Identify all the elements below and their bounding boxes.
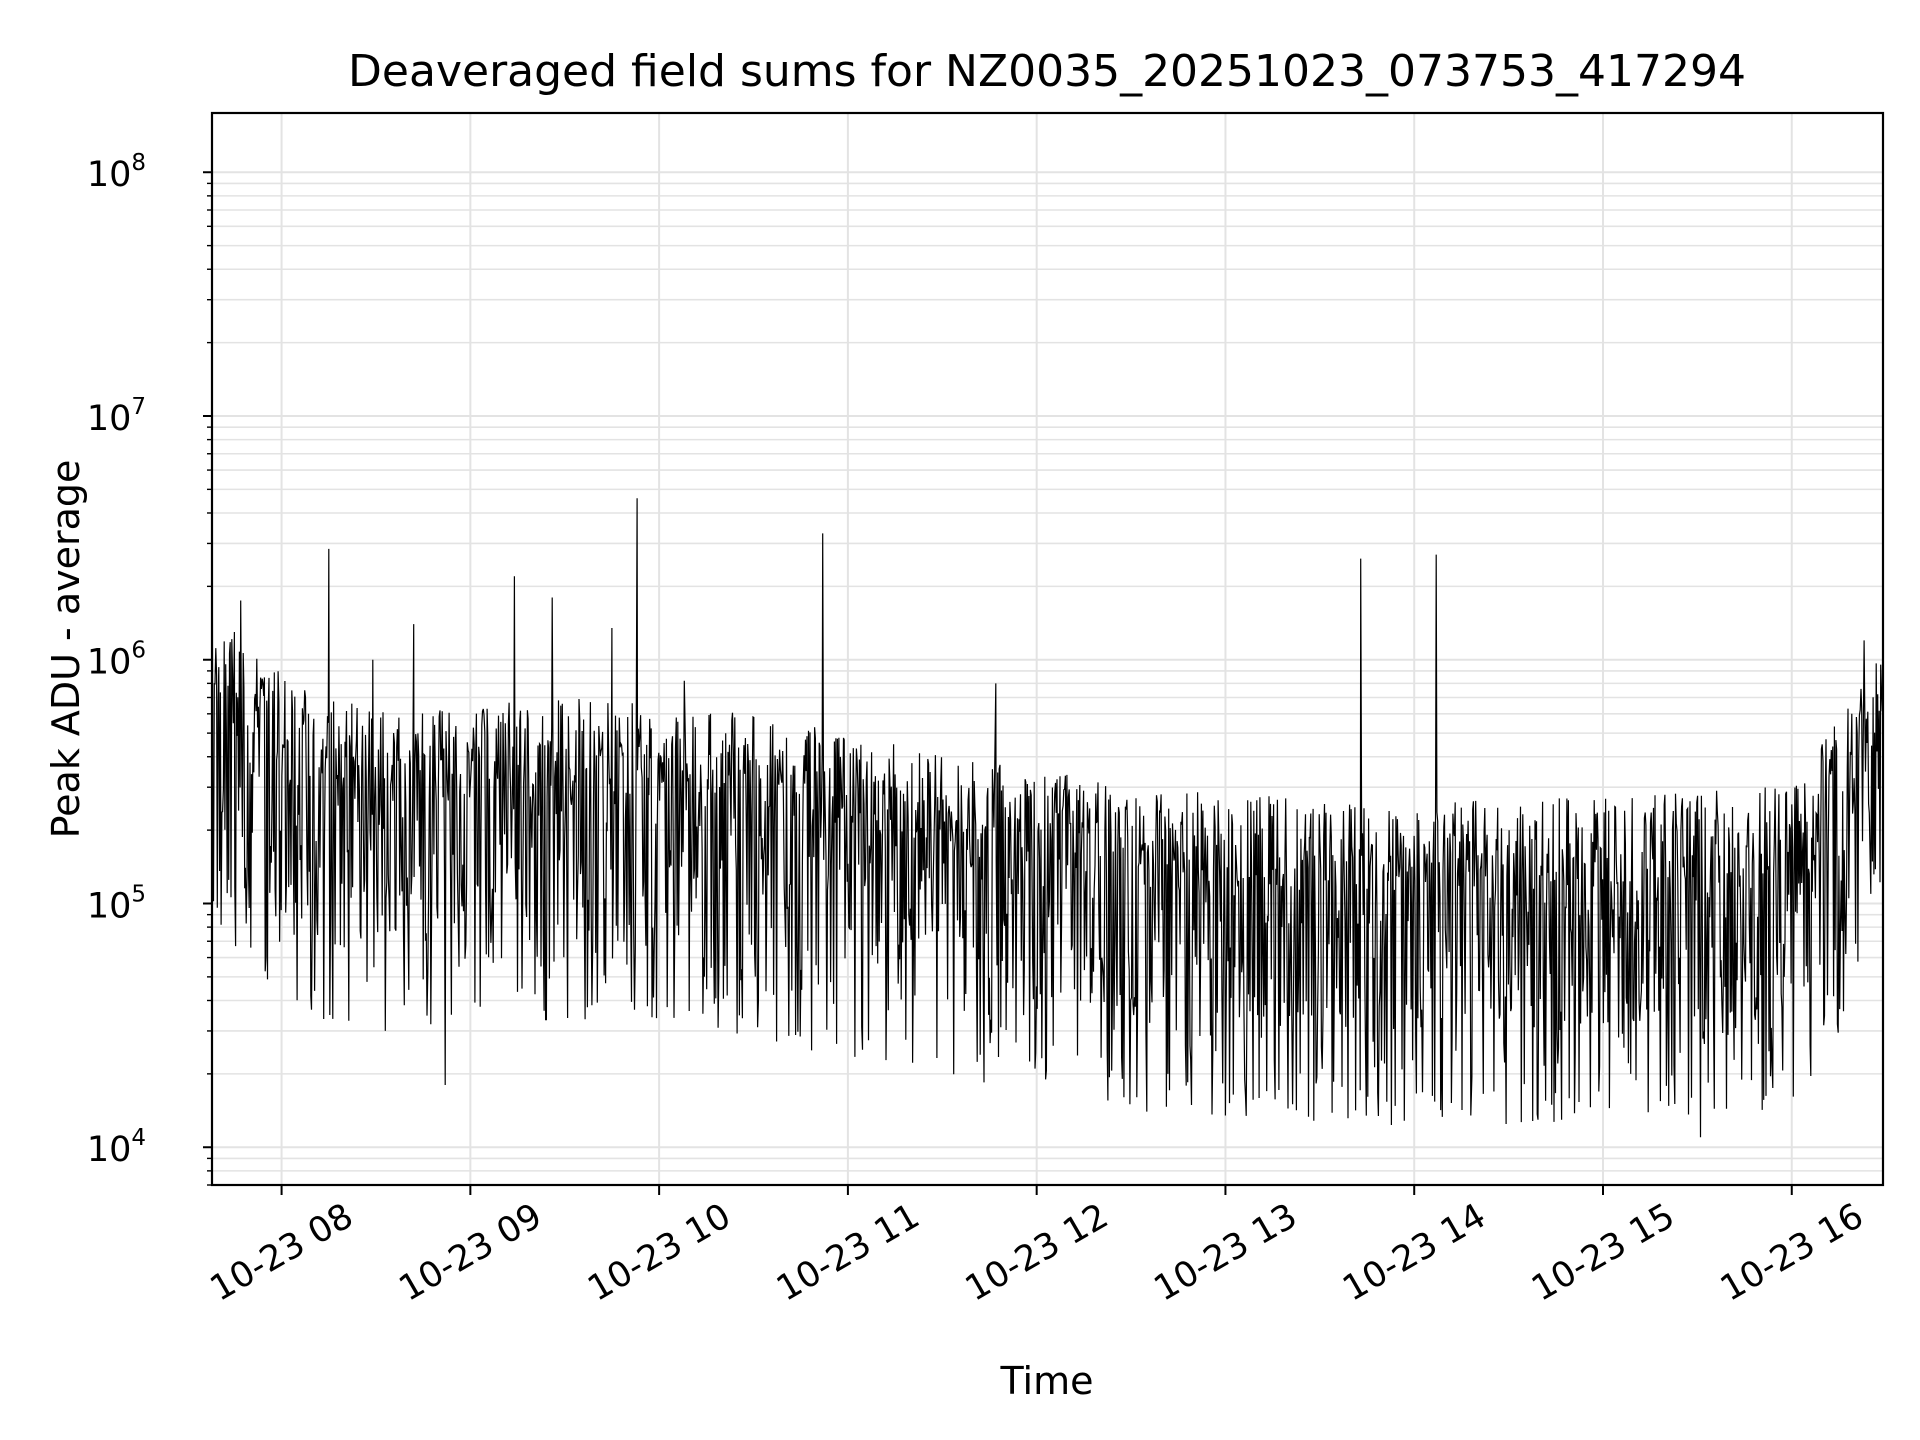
x-axis-label: Time — [1000, 1359, 1094, 1403]
series-line — [211, 498, 1884, 1138]
y-tick-base: 10 — [87, 399, 132, 439]
y-tick-label: 106 — [87, 638, 146, 683]
plot-frame — [210, 111, 1885, 1187]
series-peak-adu — [211, 498, 1884, 1138]
y-tick-exponent: 7 — [131, 394, 146, 420]
y-tick-exponent: 5 — [131, 881, 146, 907]
y-tick-base: 10 — [87, 155, 132, 195]
y-tick-exponent: 4 — [131, 1125, 146, 1151]
y-tick-exponent: 6 — [131, 638, 146, 664]
chart-title: Deaveraged field sums for NZ0035_2025102… — [348, 46, 1746, 97]
y-tick-label: 107 — [87, 394, 146, 439]
y-tick-base: 10 — [87, 643, 132, 683]
y-tick-label: 105 — [87, 881, 146, 926]
y-axis-label: Peak ADU - average — [44, 460, 88, 839]
y-tick-base: 10 — [87, 1130, 132, 1170]
y-tick-base: 10 — [87, 886, 132, 926]
y-tick-exponent: 8 — [131, 150, 146, 176]
y-tick-label: 104 — [87, 1125, 146, 1170]
y-tick-label: 108 — [87, 150, 146, 195]
